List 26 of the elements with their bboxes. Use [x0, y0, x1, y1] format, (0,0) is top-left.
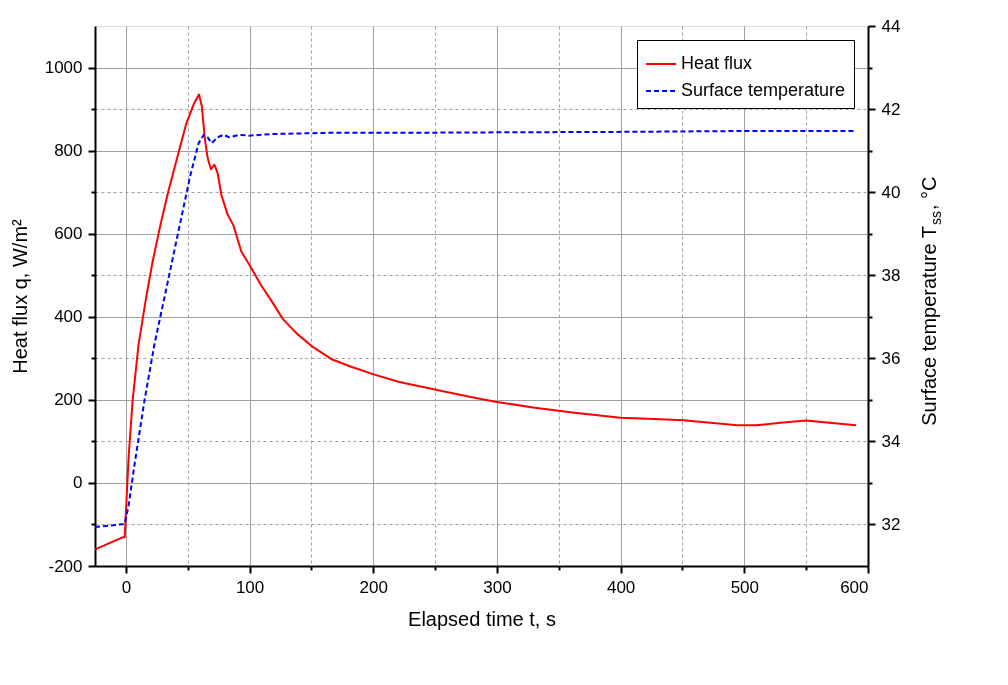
legend-label: Heat flux: [681, 53, 753, 73]
y2-tick-label: 32: [881, 514, 901, 534]
y-tick-label: 600: [54, 224, 83, 244]
y2-tick-label: 40: [881, 182, 901, 202]
y-axis-title: Heat flux q, W/m²: [8, 218, 31, 374]
x-axis-title: Elapsed time t, s: [408, 607, 556, 630]
x-tick-label: 100: [235, 577, 265, 597]
legend-label: Surface temperature: [681, 80, 846, 100]
x-tick-label: 500: [730, 577, 760, 597]
y-tick-label: -200: [48, 556, 83, 576]
y2-tick-label: 44: [881, 16, 901, 36]
y-tick-label: 1000: [44, 58, 83, 78]
x-tick-label: 0: [121, 577, 132, 597]
x-tick-label: 400: [606, 577, 636, 597]
y2-tick-label: 42: [881, 99, 901, 119]
y2-axis-title: Surface temperature Tss, °C: [918, 176, 944, 426]
x-tick-label: 300: [483, 577, 512, 597]
x-tick-label: 600: [840, 577, 869, 597]
y-tick-label: 800: [54, 141, 83, 161]
y-tick-label: 400: [54, 307, 83, 327]
y-tick-label: 200: [54, 390, 83, 410]
y2-tick-label: 38: [881, 265, 901, 285]
y-tick-label: 0: [73, 473, 83, 493]
y2-tick-label: 36: [881, 348, 901, 368]
x-tick-label: 200: [359, 577, 388, 597]
y2-tick-label: 34: [881, 431, 901, 451]
